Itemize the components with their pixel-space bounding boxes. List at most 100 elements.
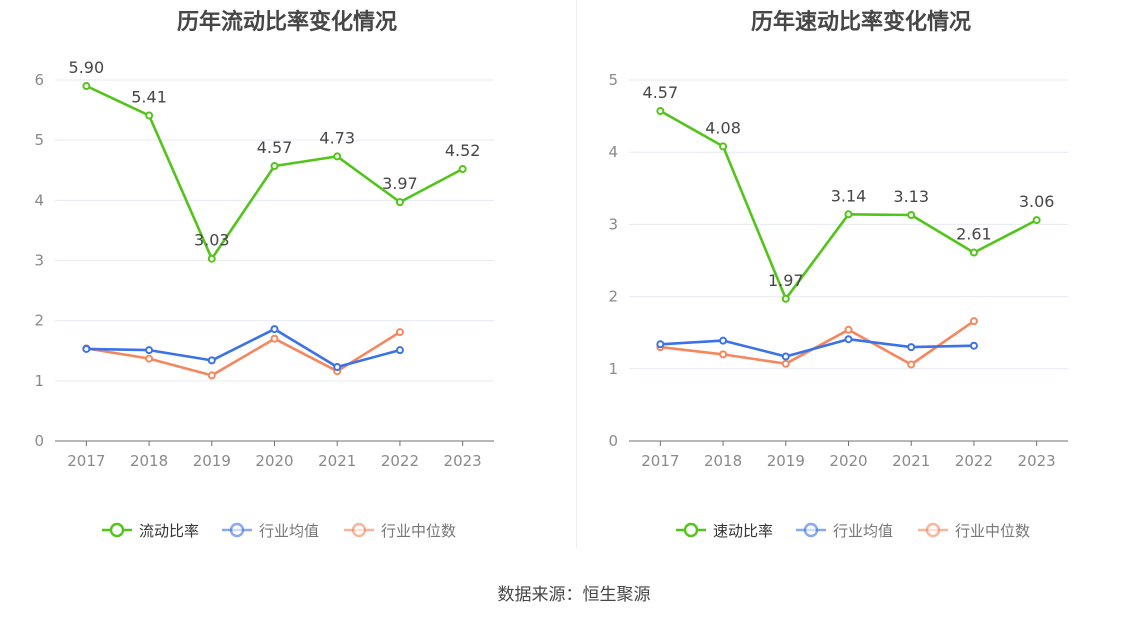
legend-item: 行业均值 [796, 522, 893, 540]
x-tick-label: 2021 [318, 452, 356, 470]
current-ratio-chart: 历年流动比率变化情况 0 1 2 3 4 5 6 2017 2018 2019 2020 2021 20… [0, 0, 574, 560]
data-point [907, 360, 916, 369]
x-tick-label: 2020 [829, 452, 867, 470]
data-label: 3.13 [893, 187, 929, 206]
data-label: 2.61 [956, 225, 992, 244]
data-point [719, 350, 728, 359]
legend-marker [229, 522, 245, 538]
legend-item: 流动比率 [102, 522, 199, 540]
data-label: 3.14 [831, 186, 867, 205]
x-tick-label: 2022 [955, 452, 993, 470]
y-tick-label: 4 [608, 143, 618, 161]
legend-label: 流动比率 [139, 522, 199, 540]
data-point [719, 336, 728, 345]
data-point [844, 210, 853, 219]
legend-item: 行业中位数 [918, 522, 1030, 540]
data-label: 4.08 [705, 118, 741, 137]
current-ratio-plot: 0 1 2 3 4 5 6 2017 2018 2019 2020 2021 2022 2023 5.90 5… [34, 58, 494, 540]
data-point [969, 317, 978, 326]
data-label: 4.52 [445, 141, 481, 160]
data-source-note: 数据来源：恒生聚源 [497, 585, 651, 605]
data-label: 1.97 [768, 271, 804, 290]
data-point [333, 362, 342, 371]
data-label: 3.97 [382, 174, 418, 193]
data-point [719, 142, 728, 151]
y-tick-label: 0 [608, 432, 618, 450]
data-label: 4.73 [319, 128, 355, 147]
data-label: 4.57 [257, 138, 293, 157]
legend-marker [683, 522, 699, 538]
data-point [207, 356, 216, 365]
y-tick-label: 3 [608, 215, 618, 233]
legend-label: 速动比率 [713, 522, 773, 540]
legend-label: 行业均值 [259, 522, 319, 540]
data-point [844, 335, 853, 344]
y-tick-label: 3 [34, 252, 44, 270]
data-point [395, 198, 404, 207]
data-point [207, 254, 216, 263]
legend-marker [351, 522, 367, 538]
data-point [907, 343, 916, 352]
data-label: 4.57 [643, 83, 679, 102]
data-point [145, 346, 154, 355]
series-line [660, 337, 974, 358]
data-point [145, 354, 154, 363]
x-tick-label: 2018 [130, 452, 168, 470]
x-tick-label: 2018 [704, 452, 742, 470]
y-tick-label: 2 [608, 288, 618, 306]
y-tick-label: 1 [608, 360, 618, 378]
data-label: 5.90 [69, 58, 105, 77]
data-point [458, 165, 467, 174]
y-tick-label: 6 [34, 71, 44, 89]
chart-title: 历年速动比率变化情况 [750, 10, 971, 35]
x-tick-label: 2023 [444, 452, 482, 470]
y-tick-label: 5 [608, 71, 618, 89]
legend-marker [803, 522, 819, 538]
panel-divider [576, 0, 577, 548]
y-tick-label: 2 [34, 312, 44, 330]
series-line [85, 84, 464, 260]
data-point [1032, 216, 1041, 225]
data-point [270, 334, 279, 343]
legend-item: 行业均值 [222, 522, 319, 540]
x-tick-label: 2017 [641, 452, 679, 470]
y-tick-label: 1 [34, 372, 44, 390]
data-label: 3.03 [194, 231, 230, 250]
data-point [781, 359, 790, 368]
x-tick-label: 2023 [1018, 452, 1056, 470]
legend-label: 行业中位数 [381, 522, 456, 540]
data-point [270, 162, 279, 171]
x-tick-label: 2019 [193, 452, 231, 470]
data-point [395, 346, 404, 355]
legend-item: 速动比率 [676, 522, 773, 540]
y-tick-label: 4 [34, 191, 44, 209]
data-point [145, 111, 154, 120]
y-tick-label: 0 [34, 432, 44, 450]
data-point [270, 325, 279, 334]
series-line [86, 330, 401, 377]
series-line [86, 327, 401, 369]
chart-title: 历年流动比率变化情况 [176, 10, 397, 35]
data-point [907, 211, 916, 220]
x-tick-label: 2022 [381, 452, 419, 470]
data-point [656, 107, 665, 116]
legend-item: 行业中位数 [344, 522, 456, 540]
x-tick-label: 2020 [255, 452, 293, 470]
data-point [82, 82, 91, 91]
data-point [656, 340, 665, 349]
data-point [333, 152, 342, 161]
data-point [969, 341, 978, 350]
legend-marker [109, 522, 125, 538]
data-point [781, 352, 790, 361]
data-point [207, 371, 216, 380]
legend-marker [925, 522, 941, 538]
data-point [82, 344, 91, 353]
data-point [844, 325, 853, 334]
data-point [781, 294, 790, 303]
legend-label: 行业中位数 [955, 522, 1030, 540]
data-label: 3.06 [1019, 192, 1055, 211]
legend-label: 行业均值 [833, 522, 893, 540]
y-tick-label: 5 [34, 131, 44, 149]
data-point [395, 328, 404, 337]
x-tick-label: 2017 [67, 452, 105, 470]
